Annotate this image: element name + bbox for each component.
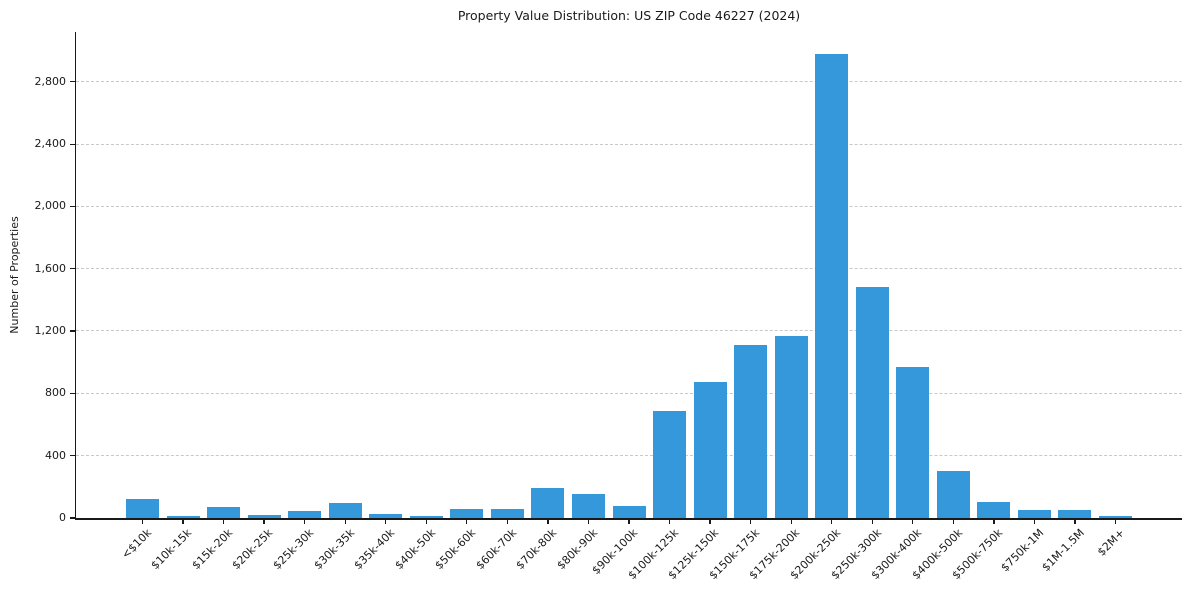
y-axis-tick [70,455,76,457]
x-axis-tick [587,518,590,524]
x-axis-tick [506,518,509,524]
x-axis-tick [425,518,427,524]
x-tick-label: $25k-30k [270,526,317,573]
x-axis-tick [709,518,711,524]
bar [1099,515,1132,518]
x-tick-label: $10k-15k [148,526,195,573]
bar [247,514,281,518]
y-tick-label: 2,000 [34,199,67,213]
gridline [76,205,1182,207]
x-tick-label: $30k-35k [310,526,357,573]
y-axis-tick [70,81,76,83]
gridline [76,81,1182,83]
bar [126,499,159,518]
bar [774,335,808,518]
x-axis-tick [993,518,995,524]
y-tick-label: 400 [45,448,66,462]
x-axis-tick [668,518,671,524]
y-axis-tick [70,517,76,519]
x-axis-tick [1033,518,1036,524]
bar [896,366,930,518]
x-tick-label: $50k-60k [432,526,479,573]
x-tick-label: $15k-20k [189,526,236,573]
bar [369,513,403,518]
y-tick-label: 1,200 [34,324,67,338]
x-axis-line [74,518,1182,520]
x-axis-tick [871,518,873,524]
bar [1058,510,1092,518]
bar [288,510,322,518]
y-axis-line [74,32,76,520]
bar [166,516,200,518]
y-tick-label: 0 [59,511,66,524]
bar [653,410,687,518]
y-axis-tick [70,143,76,145]
chart-title: Property Value Distribution: US ZIP Code… [457,8,801,23]
x-tick-label: $20k-25k [229,526,276,573]
x-tick-label: $750k-1M [997,526,1046,575]
x-tick-label: <$10k [118,526,154,562]
y-axis-tick [70,392,76,395]
x-axis-tick [952,518,954,524]
bar [855,286,889,518]
x-axis-tick [222,518,225,524]
gridline [76,392,1182,394]
bar [734,345,768,518]
y-axis-tick [70,268,76,270]
x-axis-tick [831,518,833,524]
bar [612,506,646,518]
gridline [76,330,1182,332]
bar [977,501,1011,518]
x-tick-label: $2M+ [1094,526,1127,559]
x-axis-tick [912,518,914,524]
bar [815,53,849,518]
bar [571,493,605,518]
gridline [76,268,1182,270]
x-axis-tick [344,518,346,524]
x-tick-label: $1M-1.5M [1038,526,1087,574]
y-tick-label: 2,400 [34,137,67,151]
x-axis-tick [304,518,306,524]
bar [450,508,484,518]
x-tick-label: $40k-50k [392,526,438,573]
x-axis-tick [182,518,184,524]
bar [490,509,524,518]
x-axis-tick [1074,518,1076,524]
x-axis-tick [547,518,549,524]
gridline [76,143,1182,145]
bar [693,382,727,518]
bar [328,503,362,518]
x-axis-tick [385,518,387,524]
y-axis-tick [70,205,76,208]
x-axis-tick [466,518,468,524]
x-tick-label: $70k-80k [513,526,560,573]
x-axis-tick [263,518,265,524]
bar [531,488,565,518]
x-axis-tick [749,518,752,524]
x-axis-tick [1114,518,1117,524]
y-tick-label: 2,800 [34,74,67,88]
x-tick-label: $35k-40k [351,526,398,573]
x-axis-tick [790,518,792,524]
bar [409,516,443,518]
x-axis-tick [628,518,630,524]
x-axis-tick [141,518,144,524]
y-tick-label: 800 [45,386,66,400]
bar [207,507,241,518]
bar [936,471,970,518]
gridline [76,455,1182,457]
y-tick-label: 1,600 [34,261,67,275]
y-axis-tick [70,330,76,332]
x-tick-label: $60k-70k [473,526,519,573]
bar [1017,510,1051,518]
